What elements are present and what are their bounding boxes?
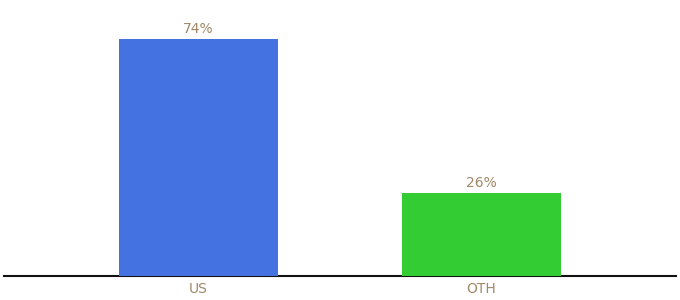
Text: 74%: 74% bbox=[184, 22, 214, 36]
Text: 26%: 26% bbox=[466, 176, 497, 190]
Bar bbox=[402, 193, 561, 276]
Bar bbox=[119, 39, 278, 276]
